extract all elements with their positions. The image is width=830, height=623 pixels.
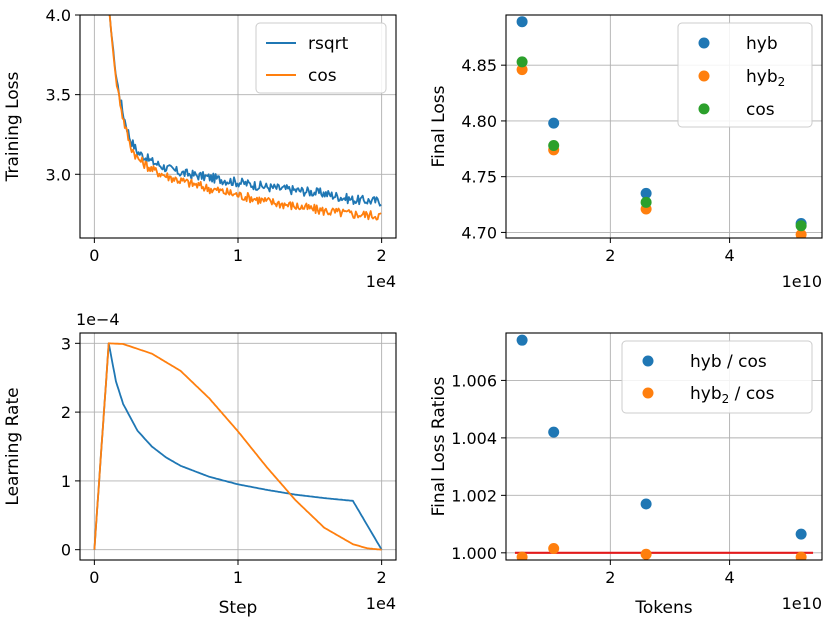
legend: hyb hyb2 cos — [677, 22, 813, 128]
y-axis-title: Final Loss Ratios — [429, 376, 449, 516]
data-point-hyb-cos — [548, 543, 560, 555]
data-point-hyb-cos — [795, 528, 807, 540]
x-tick-label: 0 — [89, 568, 99, 587]
y-tick-label: 4.80 — [461, 112, 497, 131]
y-offset-text: 1e−4 — [76, 310, 120, 329]
legend-label: hyb2 / cos — [690, 384, 775, 406]
legend-label: cos — [308, 66, 337, 86]
data-point-hyb-cos — [516, 551, 528, 560]
y-tick-label: 1.000 — [451, 544, 497, 563]
chart-final-loss-ratios: 2 4 1.000 1.002 1.004 1.006 1e10 Tokens Final Lo… — [429, 332, 823, 618]
y-axis-title: Learning Rate — [3, 387, 23, 505]
series-line-cos — [93, 342, 382, 551]
x-tick-label: 4 — [724, 568, 734, 587]
y-tick-label: 4.0 — [46, 6, 71, 25]
legend-swatch — [642, 387, 654, 399]
y-tick-label: 4.70 — [461, 223, 497, 242]
data-point-hyb- — [795, 229, 807, 238]
x-offset-text: 1e10 — [782, 272, 822, 291]
plot-area — [93, 342, 383, 551]
data-point-cos — [795, 220, 807, 232]
data-point-cos — [640, 196, 652, 208]
data-point-hyb-cos — [640, 548, 652, 560]
legend: rsqrt cos — [255, 22, 387, 94]
y-tick-label: 1.006 — [451, 371, 497, 390]
legend-box — [677, 22, 813, 128]
legend-swatch — [698, 103, 710, 115]
x-tick-label: 4 — [724, 246, 734, 265]
y-tick-label: 2 — [61, 403, 71, 422]
y-tick-label: 1.002 — [451, 486, 497, 505]
legend-swatch — [698, 37, 710, 49]
legend-box — [621, 340, 813, 414]
x-axis-title: Step — [219, 598, 258, 618]
series-line-rsqrt — [108, 15, 382, 207]
data-point-hyb — [640, 187, 652, 199]
y-tick-label: 3.5 — [46, 86, 71, 105]
legend-label: hyb — [746, 34, 778, 54]
chart-final-loss: 2 4 4.70 4.75 4.80 4.85 1e10 Final Loss hyb hyb2 c… — [429, 14, 823, 291]
y-axis-title: Training Loss — [3, 71, 23, 182]
y-tick-label: 3.0 — [46, 165, 71, 184]
y-tick-label: 1 — [61, 472, 71, 491]
data-point-cos — [516, 56, 528, 68]
x-offset-text: 1e4 — [366, 272, 396, 291]
plot-area — [108, 15, 382, 221]
y-tick-label: 3 — [61, 334, 71, 353]
legend-label: cos — [746, 100, 775, 120]
x-offset-text: 1e4 — [366, 594, 396, 613]
y-tick-label: 1.004 — [451, 429, 497, 448]
axes-frame — [505, 332, 823, 561]
y-tick-label: 4.85 — [461, 56, 497, 75]
x-offset-text: 1e10 — [782, 594, 822, 613]
chart-training-loss: 0 1 2 3.0 3.5 4.0 1e4 Training Loss rsqrt cos — [3, 6, 397, 291]
legend-label: rsqrt — [308, 34, 349, 54]
legend-swatch — [698, 70, 710, 82]
data-point-hyb-cos — [548, 426, 560, 438]
plot-area — [516, 16, 807, 238]
x-tick-label: 2 — [605, 246, 615, 265]
data-point-hyb- — [516, 64, 528, 76]
y-tick-label: 0 — [61, 541, 71, 560]
x-axis-title: Tokens — [634, 598, 692, 618]
axes-frame — [505, 14, 823, 239]
x-tick-label: 1 — [233, 246, 243, 265]
x-tick-label: 0 — [89, 246, 99, 265]
data-point-hyb-cos — [795, 551, 807, 560]
series-line-cos — [108, 15, 382, 221]
data-point-hyb-cos — [640, 498, 652, 510]
data-point-hyb — [516, 16, 528, 28]
data-point-hyb — [548, 117, 560, 129]
chart-learning-rate: 0 1 2 0 1 2 3 1e4 1e−4 Step Learning Rate — [3, 310, 397, 618]
x-tick-label: 2 — [605, 568, 615, 587]
x-tick-label: 2 — [377, 568, 387, 587]
series-line-rsqrt — [93, 342, 383, 551]
legend-label: hyb / cos — [690, 352, 767, 372]
legend: hyb / cos hyb2 / cos — [621, 340, 813, 414]
data-point-cos — [548, 139, 560, 151]
legend-swatch — [642, 355, 654, 367]
y-axis-title: Final Loss — [429, 85, 449, 167]
plot-area — [514, 334, 814, 560]
x-tick-label: 1 — [233, 568, 243, 587]
data-point-hyb-cos — [516, 334, 528, 346]
y-tick-label: 4.75 — [461, 168, 497, 187]
x-tick-label: 2 — [377, 246, 387, 265]
legend-label: hyb2 — [746, 67, 785, 89]
